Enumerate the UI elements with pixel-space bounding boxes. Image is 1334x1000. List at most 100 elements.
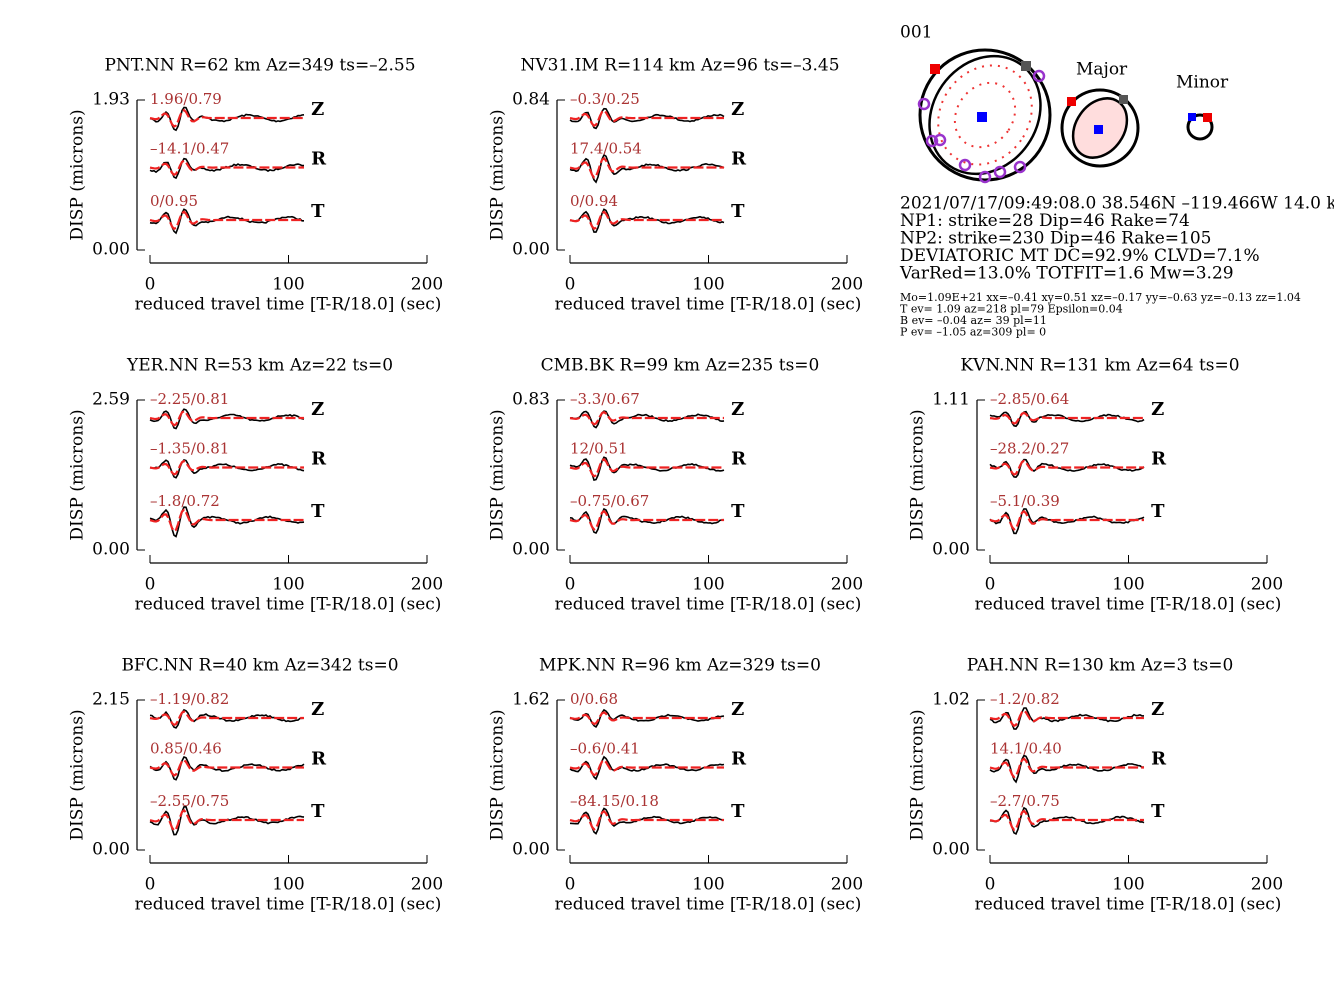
component-label: T	[311, 501, 325, 522]
mechanism-line: DEVIATORIC MT DC=92.9% CLVD=7.1%	[900, 246, 1260, 266]
fit-annotation: 12/0.51	[570, 440, 628, 458]
synthetic-trace	[149, 508, 304, 533]
x-tick-label: 200	[831, 875, 863, 895]
t-axis	[977, 112, 987, 122]
y-tick-label: 0.00	[92, 240, 130, 260]
synthetic-trace	[569, 109, 724, 128]
component-label: R	[311, 749, 327, 770]
y-axis-label: DISP (microns)	[908, 409, 928, 540]
p-axis	[1203, 113, 1212, 122]
y-axis-label: DISP (microns)	[68, 709, 88, 840]
component-label: T	[311, 201, 325, 222]
y-axis-label: DISP (microns)	[488, 109, 508, 240]
y-tick-label: 2.15	[92, 690, 130, 710]
x-tick-label: 100	[272, 275, 304, 295]
fit-annotation: 0/0.95	[150, 192, 198, 210]
synthetic-trace	[149, 808, 304, 832]
panel: PAH.NN R=130 km Az=3 ts=0 DISP (microns) r…	[908, 656, 1284, 915]
observed-trace	[149, 755, 305, 781]
mechanism-detail: Mo=1.09E+21 xx=–0.41 xy=0.51 xz=–0.17 yy…	[900, 291, 1301, 304]
x-tick-label: 0	[565, 275, 576, 295]
fit-annotation: 0.85/0.46	[150, 740, 222, 758]
major-label: Major	[1076, 60, 1128, 80]
observed-trace	[149, 708, 305, 729]
fit-annotation: –5.1/0.39	[990, 492, 1060, 510]
panel-title: YER.NN R=53 km Az=22 ts=0	[126, 356, 393, 376]
fit-annotation: –1.35/0.81	[150, 440, 229, 458]
event-id: 001	[900, 23, 932, 43]
fit-annotation: 17.4/0.54	[570, 140, 642, 158]
observed-trace	[149, 506, 305, 538]
x-axis-label: reduced travel time [T-R/18.0] (sec)	[135, 895, 442, 915]
panel: YER.NN R=53 km Az=22 ts=0 DISP (microns) r…	[68, 356, 444, 615]
component-label: R	[731, 749, 747, 770]
x-tick-label: 200	[411, 275, 443, 295]
fit-annotation: –0.3/0.25	[570, 90, 640, 108]
synthetic-trace	[149, 409, 304, 427]
component-label: T	[731, 801, 745, 822]
synthetic-trace	[989, 459, 1144, 476]
y-axis-label: DISP (microns)	[908, 709, 928, 840]
component-label: T	[731, 501, 745, 522]
fit-annotation: –0.6/0.41	[570, 740, 640, 758]
p-axis	[1067, 97, 1076, 106]
mechanism-detail: P ev= –1.05 az=309 pl= 0	[900, 326, 1046, 339]
minor-label: Minor	[1176, 73, 1229, 93]
beachballs	[917, 48, 1214, 184]
x-tick-label: 200	[411, 575, 443, 595]
panel-title: KVN.NN R=131 km Az=64 ts=0	[960, 356, 1239, 376]
component-label: T	[311, 801, 325, 822]
component-label: R	[731, 149, 747, 170]
panel-title: NV31.IM R=114 km Az=96 ts=–3.45	[520, 56, 839, 76]
synthetic-trace	[989, 411, 1144, 425]
x-tick-label: 100	[1112, 875, 1144, 895]
component-label: R	[731, 449, 747, 470]
panel-title: PNT.NN R=62 km Az=349 ts=–2.55	[104, 56, 415, 76]
x-tick-label: 200	[411, 875, 443, 895]
fit-annotation: 1.96/0.79	[150, 90, 222, 108]
y-tick-label: 1.11	[932, 390, 970, 410]
component-label: T	[1151, 801, 1165, 822]
y-tick-label: 2.59	[92, 390, 130, 410]
fit-annotation: –2.25/0.81	[150, 390, 229, 408]
y-tick-label: 1.62	[512, 690, 550, 710]
component-label: T	[731, 201, 745, 222]
x-tick-label: 0	[985, 875, 996, 895]
x-tick-label: 0	[145, 275, 156, 295]
synthetic-trace	[989, 509, 1144, 531]
component-label: Z	[1151, 699, 1164, 720]
y-tick-label: 1.02	[932, 690, 970, 710]
synthetic-trace	[569, 457, 724, 478]
fit-annotation: 0/0.94	[570, 192, 618, 210]
panel: PNT.NN R=62 km Az=349 ts=–2.55 DISP (micr…	[68, 56, 444, 315]
observed-trace	[989, 508, 1145, 535]
fit-annotation: –2.55/0.75	[150, 792, 229, 810]
fit-annotation: –84.15/0.18	[570, 792, 659, 810]
panel-title: MPK.NN R=96 km Az=329 ts=0	[539, 656, 821, 676]
synthetic-trace	[569, 509, 724, 531]
y-tick-label: 0.00	[92, 840, 130, 860]
x-tick-label: 100	[1112, 575, 1144, 595]
synthetic-trace	[149, 210, 304, 231]
fit-annotation: –14.1/0.47	[150, 140, 229, 158]
synthetic-trace	[569, 711, 724, 726]
x-tick-label: 0	[565, 875, 576, 895]
observed-trace	[989, 410, 1145, 428]
p-axis	[930, 64, 940, 74]
x-axis-label: reduced travel time [T-R/18.0] (sec)	[135, 595, 442, 615]
observed-trace	[149, 208, 304, 235]
component-label: Z	[1151, 399, 1164, 420]
t-axis	[1188, 113, 1196, 121]
mechanism-line: NP1: strike=28 Dip=46 Rake=74	[900, 211, 1190, 231]
observed-trace	[569, 708, 725, 728]
fit-annotation: –0.75/0.67	[570, 492, 649, 510]
x-tick-label: 200	[1251, 875, 1283, 895]
fit-annotation: –1.19/0.82	[150, 690, 229, 708]
synthetic-trace	[149, 758, 304, 777]
x-axis-label: reduced travel time [T-R/18.0] (sec)	[555, 595, 862, 615]
synthetic-trace	[149, 459, 304, 476]
x-tick-label: 0	[145, 575, 156, 595]
fit-annotation: 14.1/0.40	[990, 740, 1062, 758]
x-tick-label: 0	[985, 575, 996, 595]
y-tick-label: 0.00	[92, 540, 130, 560]
